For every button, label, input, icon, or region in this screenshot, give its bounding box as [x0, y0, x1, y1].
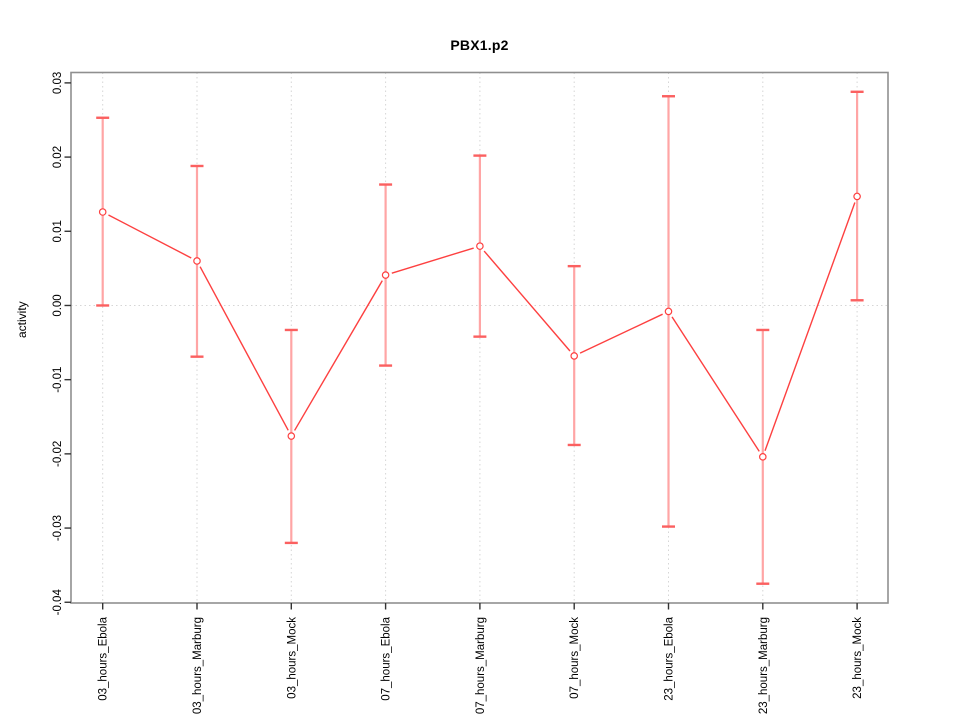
- chart-title: PBX1.p2: [450, 37, 509, 53]
- line-segment: [483, 250, 571, 352]
- line-segment: [108, 214, 192, 259]
- y-axis: 0.03 0.02 0.01 0.00 -0.01 -0.02 -0.03 -0.04: [52, 72, 71, 616]
- y-tick-label: -0.01: [52, 367, 64, 393]
- data-point-marker: [98, 208, 107, 216]
- x-category-label: 03_hours_Ebola: [98, 616, 110, 700]
- line-segment: [579, 313, 663, 354]
- series-line: [108, 202, 856, 452]
- y-tick-label: 0.01: [52, 220, 64, 242]
- data-points: [98, 192, 861, 461]
- x-category-label: 23_hours_Mock: [852, 617, 864, 699]
- x-axis: 03_hours_Ebola 03_hours_Marburg 03_hours_M…: [98, 603, 864, 714]
- x-category-label: 07_hours_Mock: [569, 617, 581, 699]
- data-point-marker: [193, 257, 201, 265]
- y-tick-label: 0.02: [52, 146, 64, 168]
- line-segment: [293, 280, 383, 431]
- data-point-marker: [758, 453, 767, 461]
- line-segment: [199, 266, 289, 431]
- data-point-marker: [664, 307, 673, 316]
- data-point-marker: [570, 352, 579, 360]
- x-category-label: 23_hours_Marburg: [758, 617, 770, 714]
- data-point-marker: [476, 242, 484, 250]
- x-category-label: 03_hours_Marburg: [192, 617, 204, 714]
- data-point-marker: [853, 192, 861, 201]
- y-tick-label: 0.00: [52, 294, 64, 316]
- line-segment: [391, 247, 474, 274]
- error-bars: [96, 90, 864, 585]
- line-segment: [671, 316, 760, 452]
- x-category-label: 07_hours_Ebola: [381, 616, 393, 700]
- y-tick-label: 0.03: [52, 72, 64, 94]
- y-tick-label: -0.03: [52, 515, 64, 541]
- x-category-label: 07_hours_Marburg: [475, 617, 487, 714]
- y-tick-label: -0.04: [52, 589, 64, 616]
- data-point-marker: [381, 271, 390, 279]
- x-category-label: 23_hours_Ebola: [664, 616, 676, 700]
- x-category-label: 03_hours_Mock: [286, 617, 298, 699]
- data-point-marker: [287, 432, 296, 440]
- line-segment: [764, 202, 856, 451]
- y-tick-label: -0.02: [52, 441, 64, 467]
